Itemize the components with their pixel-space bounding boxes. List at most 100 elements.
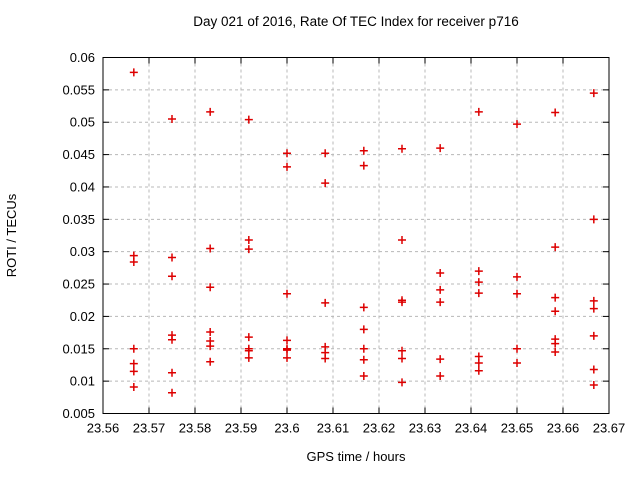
scatter-point-marker [168,335,176,344]
x-tick-label: 23.65 [501,421,534,436]
scatter-point-marker [129,344,138,353]
scatter-point-marker [436,355,445,364]
scatter-point-marker [244,333,253,342]
y-tick-label: 0.045 [62,147,95,162]
x-tick-label: 23.67 [593,421,626,436]
y-tick-label: 0.03 [70,244,95,259]
scatter-point-marker [129,258,138,267]
scatter-point-marker [283,162,291,171]
scatter-point-marker [359,303,368,312]
scatter-point-marker [244,346,253,355]
scatter-point-marker [589,365,598,374]
data-points [129,68,598,397]
scatter-point-marker [129,367,138,376]
x-tick-label: 23.61 [317,421,350,436]
scatter-point-marker [551,307,560,316]
y-tick-label: 0.01 [70,374,95,389]
scatter-point-marker [321,149,330,158]
y-tick-label: 0.06 [70,50,95,65]
x-tick-label: 23.59 [225,421,258,436]
scatter-point-marker [206,244,215,253]
y-tick-label: 0.02 [70,309,95,324]
scatter-point-marker [551,293,560,302]
scatter-point-marker [513,344,521,353]
x-tick-label: 23.6 [274,421,299,436]
y-tick-label: 0.04 [70,179,95,194]
scatter-point-marker [551,339,560,348]
x-tick-label: 23.58 [179,421,212,436]
scatter-point-marker [436,285,445,294]
scatter-point-marker [398,346,406,355]
scatter-point-marker [283,346,291,355]
scatter-point-marker [359,146,368,155]
scatter-point-marker [513,289,521,298]
scatter-point-marker [589,296,598,305]
y-tick-label: 0.035 [62,212,95,227]
scatter-point-marker [168,114,176,123]
scatter-point-marker [513,120,521,129]
scatter-point-marker [474,278,483,287]
y-tick-label: 0.005 [62,406,95,421]
scatter-point-marker [359,371,368,380]
scatter-point-marker [474,267,483,276]
scatter-point-marker [244,245,253,254]
scatter-point-marker [551,108,560,117]
scatter-point-marker [283,336,291,345]
scatter-point-marker [168,253,176,262]
scatter-point-marker [589,215,598,224]
scatter-point-marker [474,289,483,298]
scatter-point-marker [283,289,291,298]
scatter-point-marker [283,149,291,158]
scatter-point-marker [206,342,215,351]
chart-title: Day 021 of 2016, Rate Of TEC Index for r… [193,14,518,29]
scatter-point-marker [589,331,598,340]
scatter-point-marker [129,359,138,368]
scatter-point-marker [359,355,368,364]
y-tick-label: 0.015 [62,341,95,356]
scatter-point-marker [513,272,521,281]
scatter-point-marker [398,354,406,363]
x-tick-label: 23.62 [363,421,396,436]
x-tick-label: 23.56 [87,421,120,436]
scatter-point-marker [206,283,215,292]
x-tick-label: 23.64 [455,421,488,436]
scatter-point-marker [168,388,176,397]
scatter-point-marker [206,357,215,366]
scatter-point-marker [436,298,445,307]
scatter-point-marker [206,327,215,336]
scatter-point-marker [321,298,330,307]
scatter-point-marker [513,359,521,368]
y-tick-label: 0.025 [62,277,95,292]
scatter-point-marker [551,348,560,357]
scatter-point-marker [436,371,445,380]
x-tick-label: 23.57 [133,421,166,436]
scatter-point-marker [436,269,445,278]
x-tick-label: 23.66 [547,421,580,436]
scatter-point-marker [129,68,138,77]
scatter-point-marker [551,243,560,252]
scatter-point-marker [589,89,598,98]
scatter-point-marker [206,107,215,116]
axis-ticks: 23.56 23.57 23.58 23.59 23.6 23.61 23.62 23.63 2… [62,50,625,436]
scatter-point-marker [474,359,483,368]
scatter-point-marker [436,144,445,153]
scatter-point-marker [244,115,253,124]
x-tick-label: 23.63 [409,421,442,436]
y-tick-label: 0.055 [62,82,95,97]
scatter-point-marker [359,344,368,353]
scatter-point-marker [474,107,483,116]
scatter-point-marker [244,236,253,245]
scatter-point-marker [283,353,291,362]
scatter-point-marker [321,354,330,363]
scatter-point-marker [398,298,406,307]
scatter-point-marker [398,236,406,245]
x-axis-label: GPS time / hours [307,449,406,464]
scatter-point-marker [589,304,598,313]
scatter-point-marker [589,381,598,390]
scatter-point-marker [168,368,176,377]
scatter-point-marker [168,272,176,281]
y-axis-label: ROTI / TECUs [4,193,19,277]
scatter-point-marker [398,144,406,153]
